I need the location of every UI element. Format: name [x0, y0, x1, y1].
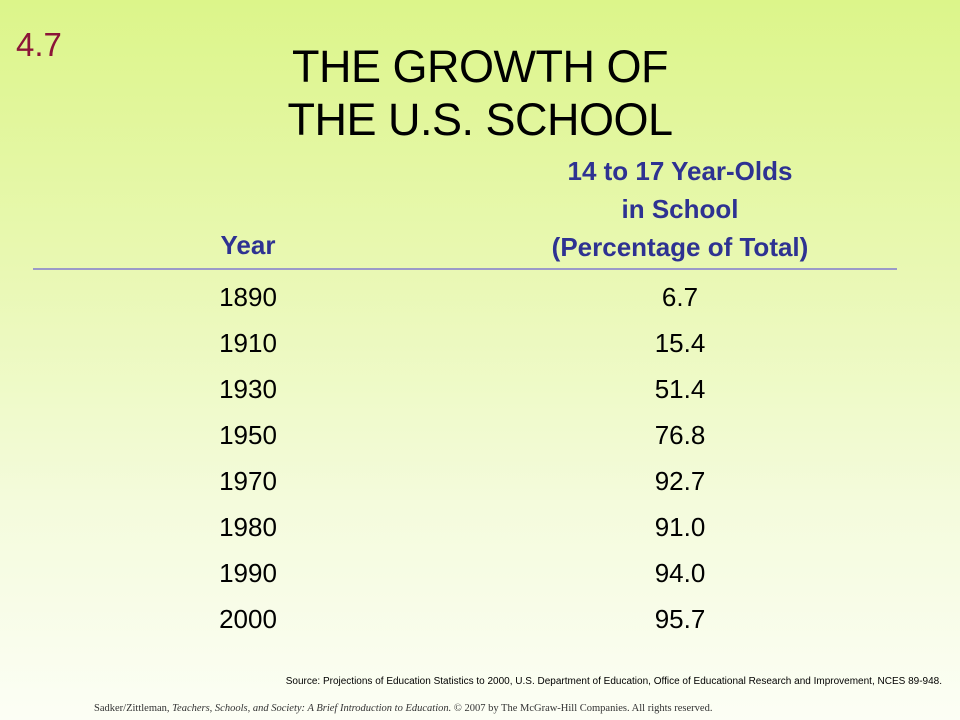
year-cell: 1970 — [219, 466, 277, 496]
table-row: 1950 76.8 — [0, 412, 960, 458]
year-cell: 1980 — [219, 512, 277, 542]
table-row: 1990 94.0 — [0, 550, 960, 596]
source-note: Source: Projections of Education Statist… — [285, 676, 942, 687]
table-row: 1930 51.4 — [0, 366, 960, 412]
percentage-cell: 94.0 — [654, 558, 706, 588]
title-line-1: THE GROWTH OF — [292, 41, 668, 92]
percentage-cell: 15.4 — [654, 328, 706, 358]
percentage-cell: 95.7 — [654, 604, 706, 634]
percentage-cell: 6.7 — [661, 282, 699, 312]
column-header-year: Year — [220, 230, 276, 260]
header-divider — [33, 268, 897, 270]
table-row: 1910 15.4 — [0, 320, 960, 366]
column-header-percentage-line-1: 14 to 17 Year-Olds — [567, 156, 793, 186]
column-header-percentage-line-3: (Percentage of Total) — [551, 232, 809, 262]
copyright-footer: Sadker/Zittleman, Teachers, Schools, and… — [94, 703, 712, 714]
page-title: THE GROWTH OF THE U.S. SCHOOL — [0, 40, 960, 146]
footer-copyright: © 2007 by The McGraw-Hill Companies. All… — [453, 703, 713, 714]
percentage-cell: 91.0 — [654, 512, 706, 542]
footer-authors: Sadker/Zittleman, — [94, 703, 170, 714]
table-row: 1970 92.7 — [0, 458, 960, 504]
title-line-2: THE U.S. SCHOOL — [287, 94, 673, 145]
year-cell: 1910 — [219, 328, 277, 358]
percentage-cell: 76.8 — [654, 420, 706, 450]
column-header-percentage: 14 to 17 Year-Olds in School (Percentage… — [480, 152, 880, 266]
year-cell: 2000 — [219, 604, 277, 634]
column-header-percentage-line-2: in School — [621, 194, 739, 224]
footer-book-title: Teachers, Schools, and Society: A Brief … — [172, 703, 452, 714]
percentage-cell: 92.7 — [654, 466, 706, 496]
percentage-cell: 51.4 — [654, 374, 706, 404]
year-cell: 1990 — [219, 558, 277, 588]
data-table: 1890 6.7 1910 15.4 1930 51.4 1950 76.8 1… — [0, 274, 960, 642]
slide-number: 4.7 — [16, 26, 62, 63]
table-row: 2000 95.7 — [0, 596, 960, 642]
year-cell: 1890 — [219, 282, 277, 312]
table-row: 1980 91.0 — [0, 504, 960, 550]
table-row: 1890 6.7 — [0, 274, 960, 320]
year-cell: 1930 — [219, 374, 277, 404]
year-cell: 1950 — [219, 420, 277, 450]
